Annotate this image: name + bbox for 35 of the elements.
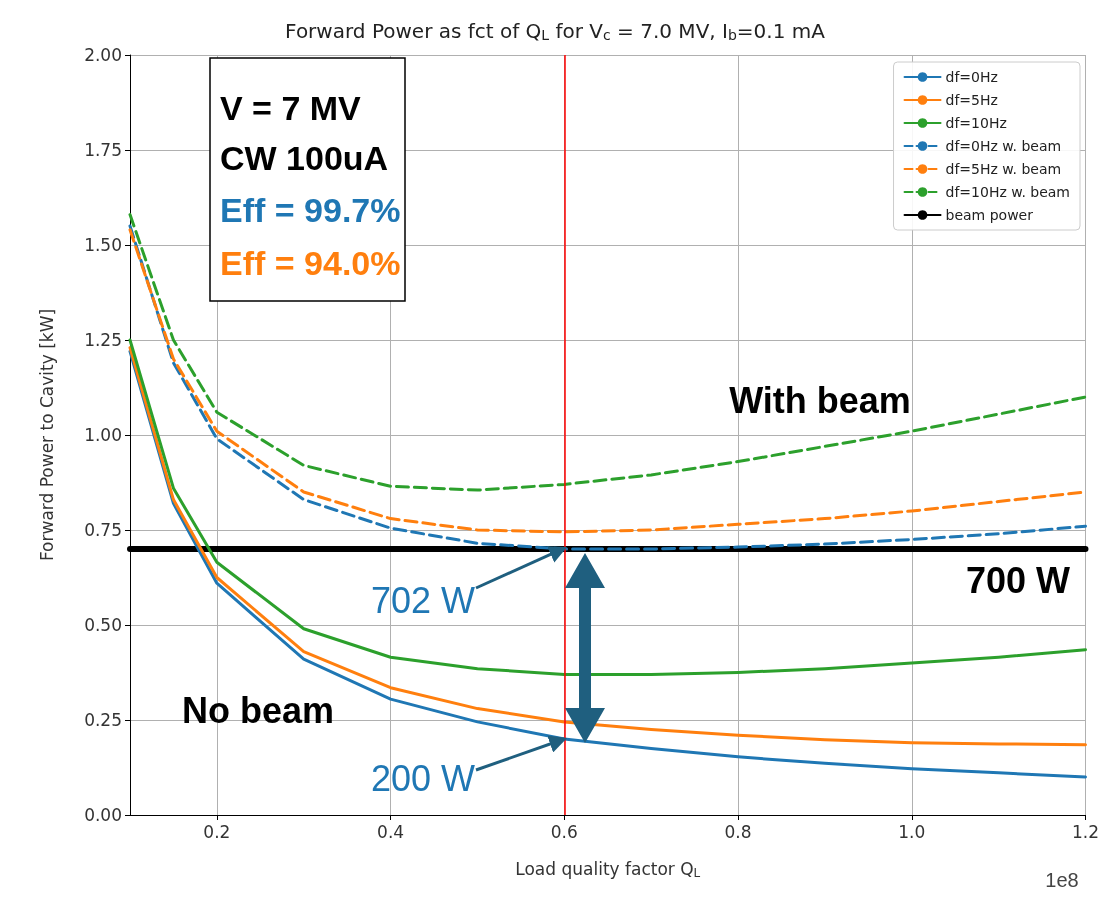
x-tick-label: 0.6	[550, 821, 578, 842]
y-tick-label: 1.50	[84, 235, 122, 255]
legend-label: df=10Hz	[945, 115, 1007, 131]
legend-label: df=5Hz	[945, 92, 998, 108]
annotation: With beam	[729, 379, 911, 421]
y-tick-label: 1.25	[84, 330, 122, 350]
y-tick-label: 0.75	[84, 520, 122, 540]
annotation: CW 100uA	[220, 139, 389, 177]
x-tick-label: 0.4	[377, 821, 405, 842]
line-series	[128, 338, 1087, 676]
y-tick-label: 0.50	[84, 615, 122, 635]
annotation: 702 W	[370, 579, 476, 621]
annotation: Eff = 94.0%	[220, 244, 401, 282]
annotation: No beam	[181, 689, 335, 731]
legend-label: beam power	[945, 207, 1034, 223]
y-tick-label: 1.00	[84, 425, 122, 445]
y-tick-label: 2.00	[84, 45, 122, 65]
annotation: 200 W	[370, 757, 476, 799]
x-tick-label: 1.2	[1071, 821, 1100, 842]
x-tick-label: 0.8	[724, 821, 752, 842]
x-tick-label: 1.0	[898, 821, 926, 842]
text: 1e8	[1045, 869, 1079, 891]
chart-title: Forward Power as fct of QL for Vc = 7.0 MV, Ib=0.1 mA	[285, 18, 826, 43]
annotation: Eff = 99.7%	[220, 191, 401, 229]
y-axis-title: Forward Power to Cavity [kW]	[36, 308, 57, 562]
legend-label: df=10Hz w. beam	[945, 184, 1070, 200]
x-tick-label: 0.2	[203, 821, 231, 842]
annotation: V = 7 MV	[220, 89, 362, 127]
y-tick-label: 1.75	[84, 140, 122, 160]
y-tick-label: 0.25	[84, 710, 122, 730]
y-tick-label: 0.00	[84, 805, 122, 825]
annotation: 700 W	[965, 559, 1071, 601]
legend-label: df=5Hz w. beam	[945, 161, 1062, 177]
legend-label: df=0Hz	[945, 69, 998, 85]
legend-label: df=0Hz w. beam	[945, 138, 1062, 154]
